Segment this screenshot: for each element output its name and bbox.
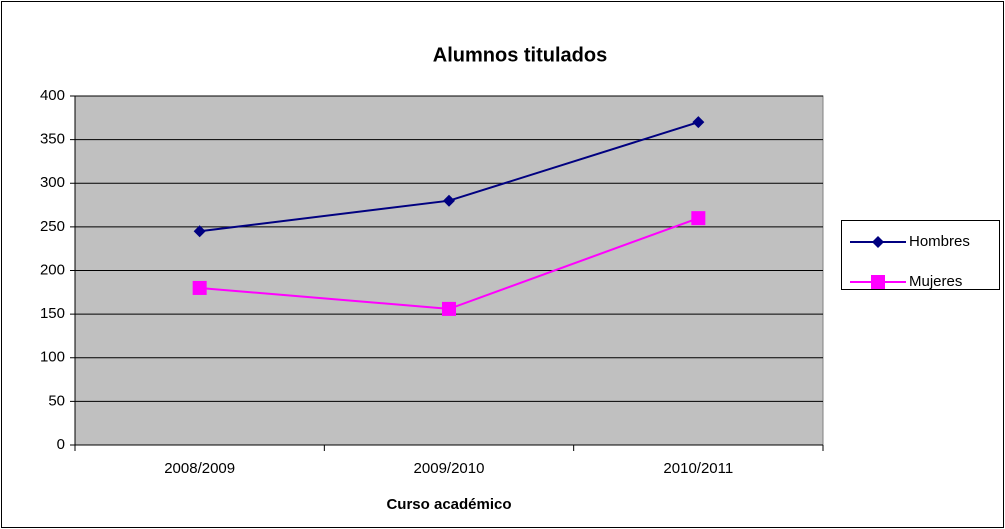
x-tick-label: 2009/2010 xyxy=(414,460,485,477)
data-point xyxy=(691,211,706,226)
legend-label: Hombres xyxy=(909,233,970,250)
y-tick-label: 100 xyxy=(40,349,65,366)
legend-marker xyxy=(871,275,885,289)
y-tick-label: 0 xyxy=(57,436,65,453)
data-point xyxy=(443,194,455,207)
y-tick-label: 350 xyxy=(40,131,65,148)
x-axis-label: Curso académico xyxy=(386,496,511,513)
data-point xyxy=(442,301,456,316)
y-tick-label: 400 xyxy=(40,87,65,104)
x-tick-label: 2008/2009 xyxy=(164,460,235,477)
y-tick-label: 300 xyxy=(40,174,65,191)
chart-title: Alumnos titulados xyxy=(433,44,607,66)
data-point xyxy=(193,225,206,238)
data-point xyxy=(192,280,207,295)
legend-marker xyxy=(872,236,884,248)
y-tick-label: 250 xyxy=(40,218,65,235)
data-point xyxy=(692,116,705,129)
y-tick-label: 200 xyxy=(40,261,65,278)
legend-box xyxy=(841,220,1000,290)
y-tick-label: 50 xyxy=(48,392,65,409)
legend-label: Mujeres xyxy=(909,273,962,290)
y-tick-label: 150 xyxy=(40,305,65,322)
x-tick-label: 2010/2011 xyxy=(663,460,733,477)
